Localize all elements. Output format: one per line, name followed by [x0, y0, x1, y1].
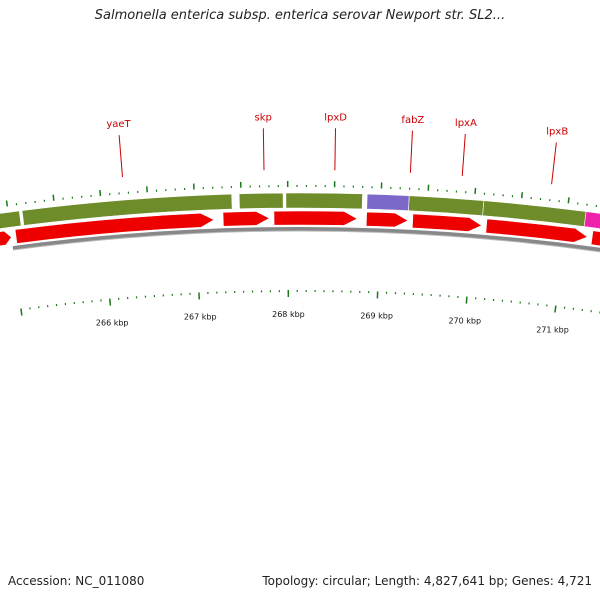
reverse-feature[interactable]	[14, 212, 215, 244]
reverse-feature[interactable]	[590, 230, 600, 250]
outer-tick	[5, 200, 9, 207]
kbp-label: 266 kbp	[96, 318, 129, 327]
gene-label[interactable]: yaeT	[106, 119, 131, 130]
outer-tick	[567, 197, 570, 204]
forward-feature[interactable]	[408, 195, 485, 216]
kbp-label: 270 kbp	[448, 317, 481, 326]
forward-feature[interactable]	[0, 210, 22, 230]
backbone-track	[12, 227, 600, 253]
inner-tick	[20, 308, 23, 316]
outer-tick	[99, 189, 102, 197]
reverse-feature[interactable]	[365, 211, 409, 228]
accession-text: Accession: NC_011080	[8, 574, 145, 588]
kbp-label: 267 kbp	[184, 312, 217, 321]
gene-label[interactable]: lpxD	[324, 112, 347, 123]
map-title: Salmonella enterica subsp. enterica sero…	[94, 8, 506, 23]
forward-strand-track	[0, 192, 600, 235]
gene-leader-line	[118, 135, 123, 178]
gene-leader-line	[551, 142, 557, 185]
kbp-label-layer: 266 kbp 267 kbp 268 kbp 269 kbp 270 kbp 271 k…	[96, 310, 569, 334]
reverse-feature[interactable]	[485, 218, 589, 243]
inner-tick	[554, 305, 557, 313]
forward-feature[interactable]	[583, 211, 600, 235]
backbone-line	[12, 227, 600, 252]
gene-label[interactable]: fabZ	[401, 115, 424, 126]
gene-leader-line	[262, 128, 265, 171]
outer-tick	[520, 192, 524, 199]
outer-tick	[52, 194, 55, 201]
backbone-highlight	[13, 230, 600, 253]
forward-feature[interactable]	[366, 193, 410, 212]
gene-leader-line	[409, 130, 413, 173]
forward-feature[interactable]	[285, 192, 363, 210]
gene-label[interactable]: lpxB	[546, 127, 568, 138]
gene-leader-line	[461, 133, 466, 176]
forward-feature[interactable]	[21, 193, 233, 226]
inner-tick-track	[20, 290, 600, 316]
kbp-label: 271 kbp	[536, 325, 569, 334]
reverse-feature[interactable]	[273, 210, 358, 226]
forward-feature[interactable]	[238, 192, 284, 210]
reverse-feature[interactable]	[0, 230, 12, 247]
outer-tick-track	[5, 181, 598, 207]
gene-label[interactable]: skp	[255, 112, 272, 123]
reverse-feature[interactable]	[411, 213, 483, 232]
inner-tick	[465, 296, 468, 304]
reverse-feature[interactable]	[222, 211, 271, 227]
kbp-label: 269 kbp	[360, 311, 393, 320]
genome-stats-text: Topology: circular; Length: 4,827,641 bp…	[262, 574, 592, 588]
kbp-label: 268 kbp	[272, 310, 305, 319]
gene-label-layer: yaeTskplpxDfabZlpxAlpxBrnhBdnaE	[106, 112, 568, 185]
gene-leader-line	[334, 128, 337, 171]
inner-tick	[109, 298, 112, 306]
gene-label[interactable]: lpxA	[455, 118, 477, 129]
reverse-strand-track	[0, 210, 600, 250]
